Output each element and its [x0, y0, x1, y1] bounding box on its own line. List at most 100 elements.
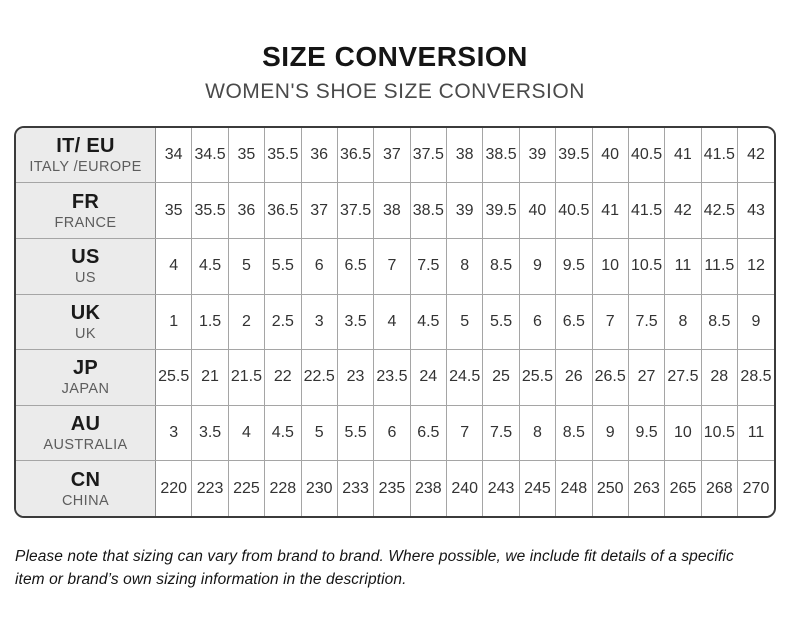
size-cell: 38.5 — [409, 182, 448, 239]
region-name: UK — [75, 325, 96, 342]
size-cell: 37.5 — [336, 182, 375, 239]
region-code: JP — [72, 357, 99, 380]
region-name: CHINA — [61, 492, 110, 509]
size-cell: 25.5 — [518, 349, 557, 406]
size-cell: 8 — [445, 237, 484, 295]
size-cell: 26 — [555, 349, 593, 406]
size-cell: 5 — [227, 237, 266, 295]
size-cell: 5.5 — [336, 404, 375, 462]
sizing-footnote: Please note that sizing can vary from br… — [15, 547, 734, 589]
size-cell: 24.5 — [445, 349, 484, 406]
size-cell: 38 — [445, 127, 484, 184]
region-code: UK — [70, 301, 101, 324]
row-header: AU AUSTRALIA — [16, 404, 156, 462]
size-cell: 6 — [373, 404, 411, 462]
table-row: JP JAPAN 25.5 21 21.5 22 22.5 23 23.5 24 24.5 25 25.… — [16, 349, 774, 406]
region-name: ITALY /EUROPE — [29, 159, 142, 176]
size-cell: 228 — [264, 460, 302, 516]
size-cell: 10.5 — [700, 404, 739, 462]
size-cell: 34 — [154, 127, 193, 184]
size-cell: 4.5 — [264, 404, 302, 462]
size-cell: 36 — [227, 182, 266, 239]
size-cell: 9.5 — [555, 237, 593, 295]
size-cell: 38.5 — [482, 127, 520, 184]
size-cell: 21.5 — [227, 349, 266, 406]
size-cell: 7.5 — [409, 237, 448, 295]
region-code: IT/ EU — [56, 135, 115, 158]
size-cell: 25 — [482, 349, 520, 406]
size-cell: 24 — [409, 349, 448, 406]
row-header: US US — [16, 237, 156, 295]
size-cell: 7 — [373, 237, 411, 295]
size-cell: 3.5 — [191, 404, 229, 462]
table-row: CN CHINA 220 223 225 228 230 233 235 238 240 243 245… — [16, 460, 774, 516]
table-body: IT/ EU ITALY /EUROPE 34 34.5 35 35.5 36 36.5 37 3… — [16, 127, 774, 516]
size-cell: 21 — [191, 349, 229, 406]
size-cell: 41.5 — [627, 182, 666, 239]
row-header: IT/ EU ITALY /EUROPE — [16, 127, 156, 184]
size-cell: 9 — [518, 237, 557, 295]
size-cell: 42 — [737, 127, 774, 184]
table-row: US US 4 4.5 5 5.5 6 6.5 7 7.5 8 8.5 9 9.5 10 10.5 11 11.5… — [16, 237, 774, 295]
size-cell: 6.5 — [336, 237, 375, 295]
size-cell: 41 — [591, 182, 629, 239]
size-cell: 40 — [591, 127, 629, 184]
region-code: CN — [70, 468, 101, 491]
size-cell: 23.5 — [373, 349, 411, 406]
size-cell: 9 — [737, 293, 774, 351]
size-cell: 27 — [627, 349, 666, 406]
size-cell: 225 — [227, 460, 266, 516]
size-cell: 1.5 — [191, 293, 229, 351]
size-cell: 4.5 — [191, 237, 229, 295]
size-cell: 35 — [227, 127, 266, 184]
size-cell: 6.5 — [409, 404, 448, 462]
size-cell: 230 — [300, 460, 338, 516]
region-code: AU — [70, 413, 101, 436]
size-cell: 7.5 — [627, 293, 666, 351]
size-cell: 35.5 — [264, 127, 302, 184]
page-subtitle: WOMEN'S SHOE SIZE CONVERSION — [205, 79, 585, 103]
size-cell: 3 — [154, 404, 193, 462]
size-cell: 265 — [664, 460, 702, 516]
row-header: CN CHINA — [16, 460, 156, 516]
size-cell: 37 — [373, 127, 411, 184]
size-cell: 248 — [555, 460, 593, 516]
row-header: JP JAPAN — [16, 349, 156, 406]
size-cell: 220 — [154, 460, 193, 516]
size-cell: 8.5 — [555, 404, 593, 462]
row-header: UK UK — [16, 293, 156, 351]
size-cell: 7.5 — [482, 404, 520, 462]
size-cell: 41.5 — [700, 127, 739, 184]
size-cell: 8.5 — [482, 237, 520, 295]
size-cell: 40.5 — [627, 127, 666, 184]
size-cell: 245 — [518, 460, 557, 516]
size-cell: 6 — [518, 293, 557, 351]
size-cell: 5 — [300, 404, 338, 462]
size-cell: 7 — [591, 293, 629, 351]
size-cell: 235 — [373, 460, 411, 516]
size-cell: 8.5 — [700, 293, 739, 351]
size-cell: 5.5 — [264, 237, 302, 295]
size-cell: 39 — [445, 182, 484, 239]
size-cell: 42 — [664, 182, 702, 239]
size-cell: 12 — [737, 237, 774, 295]
size-cell: 40.5 — [555, 182, 593, 239]
size-cell: 223 — [191, 460, 229, 516]
size-cell: 28 — [700, 349, 739, 406]
size-cell: 5.5 — [482, 293, 520, 351]
size-cell: 11 — [664, 237, 702, 295]
size-cell: 233 — [336, 460, 375, 516]
size-cell: 1 — [154, 293, 193, 351]
size-cell: 39 — [518, 127, 557, 184]
region-name: JAPAN — [61, 381, 110, 398]
size-cell: 36.5 — [336, 127, 375, 184]
table-row: IT/ EU ITALY /EUROPE 34 34.5 35 35.5 36 36.5 37 3… — [16, 127, 774, 184]
region-name: US — [75, 270, 96, 287]
page-header: SIZE CONVERSION WOMEN'S SHOE SIZE CONVER… — [0, 0, 790, 103]
size-cell: 270 — [737, 460, 774, 516]
size-cell: 3 — [300, 293, 338, 351]
size-cell: 10 — [591, 237, 629, 295]
size-cell: 28.5 — [737, 349, 774, 406]
size-cell: 6.5 — [555, 293, 593, 351]
